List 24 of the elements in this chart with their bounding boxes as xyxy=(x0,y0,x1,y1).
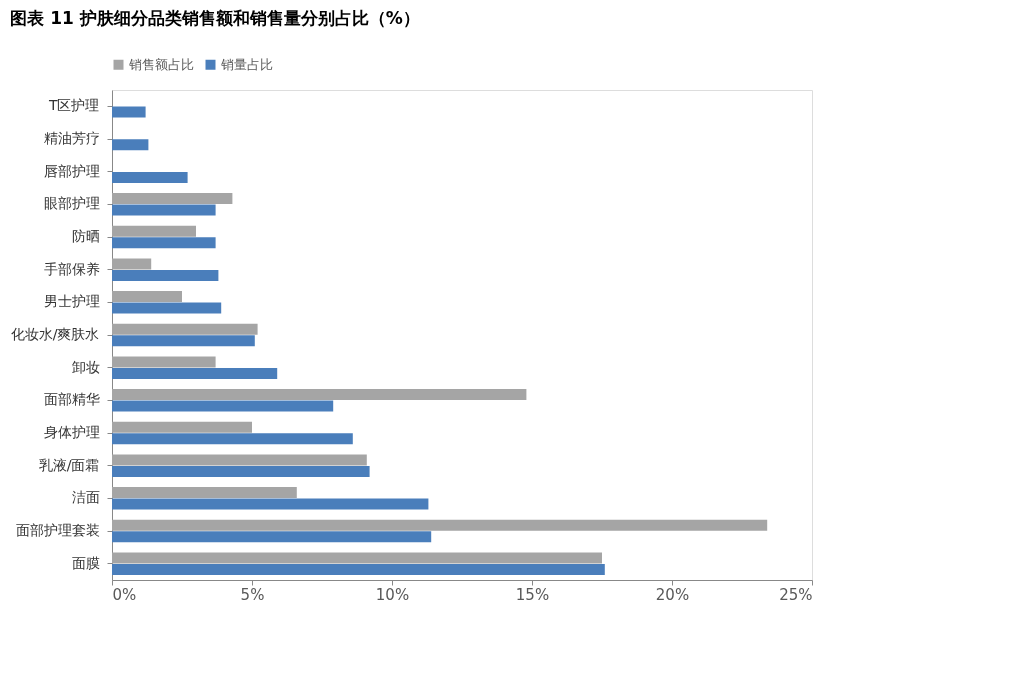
y-tick-label: 男士护理 xyxy=(43,293,100,310)
y-tick-label: T区护理 xyxy=(47,97,100,114)
y-tick-label: 精油芳疗 xyxy=(43,130,100,146)
legend-label: 销售额占比 xyxy=(128,56,194,72)
y-tick-label: 身体护理 xyxy=(43,424,100,440)
x-tick-label: 10% xyxy=(375,585,410,604)
x-tick-label: 0% xyxy=(112,585,137,604)
x-tick-label: 20% xyxy=(655,585,690,604)
y-tick-label: 面膜 xyxy=(71,554,100,571)
x-tick-label: 15% xyxy=(515,585,550,604)
y-tick-label: 防晒 xyxy=(71,228,100,244)
y-tick-label: 手部保养 xyxy=(43,260,100,277)
x-tick-label: 5% xyxy=(240,585,265,604)
y-tick-label: 面部护理套装 xyxy=(15,522,100,538)
y-tick-label: 唇部护理 xyxy=(43,162,100,179)
chart-title: 图表 11 护肤细分品类销售额和销售量分别占比（%） xyxy=(10,8,420,28)
y-tick-label: 乳液/面霜 xyxy=(38,456,100,473)
legend-label: 销量占比 xyxy=(220,56,273,72)
y-tick-label: 面部精华 xyxy=(43,391,100,408)
x-tick-label: 25% xyxy=(779,585,813,604)
y-tick-label: 眼部护理 xyxy=(43,195,100,212)
y-tick-label: 卸妆 xyxy=(71,358,100,375)
y-tick-label: 化妆水/爽肤水 xyxy=(10,326,100,342)
y-tick-label: 洁面 xyxy=(71,489,100,506)
